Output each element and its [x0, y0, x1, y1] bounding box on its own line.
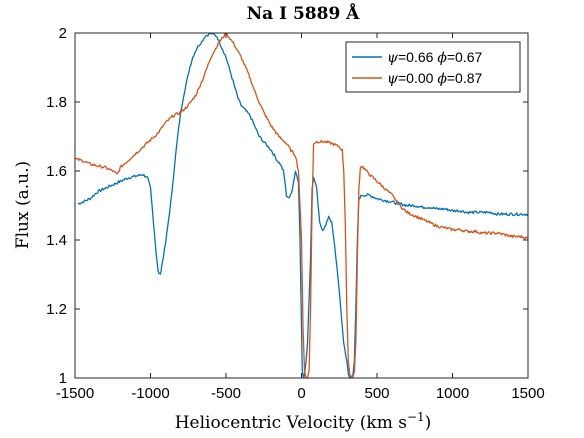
y-tick-label: 2	[59, 25, 67, 42]
y-tick-label: 1	[59, 370, 67, 387]
series-group	[74, 32, 529, 379]
legend-phi-value-1: =0.67	[447, 49, 483, 65]
y-tick-label: 1.8	[46, 94, 67, 111]
y-axis-label: Flux (a.u.)	[13, 161, 33, 249]
legend-psi-symbol-2: ψ	[387, 71, 399, 87]
x-tick-label: 1500	[511, 385, 544, 402]
x-axis-label-main: Heliocentric Velocity (km s	[175, 413, 407, 433]
x-tick-label: 1000	[436, 385, 469, 402]
legend-psi-value-2: =0.00	[398, 70, 437, 86]
y-axis-ticks: 1 1.2 1.4 1.6 1.8 2	[46, 25, 528, 387]
x-tick-label: 500	[364, 385, 389, 402]
x-axis-label-superscript: −1	[407, 410, 425, 424]
series-line-2	[74, 32, 529, 379]
legend-psi-symbol-1: ψ	[387, 50, 399, 66]
legend: ψ=0.66 ϕ=0.67 ψ=0.00 ϕ=0.87	[345, 41, 521, 93]
legend-phi-symbol-2: ϕ	[437, 71, 447, 87]
chart-title: Na I 5889 Å	[247, 2, 361, 24]
x-axis-ticks: -1500 -1000 -500 0 500 1000 1500	[56, 33, 545, 402]
y-tick-label: 1.6	[46, 163, 67, 180]
x-axis-label-end: )	[425, 413, 432, 433]
legend-phi-value-2: =0.87	[447, 70, 483, 86]
legend-phi-symbol-1: ϕ	[437, 50, 447, 66]
x-tick-label: -500	[211, 385, 241, 402]
legend-psi-value-1: =0.66	[398, 49, 437, 65]
x-tick-label: 0	[297, 385, 305, 402]
legend-entry-series-2: ψ=0.00 ϕ=0.87	[387, 70, 482, 87]
series-line-1	[77, 32, 529, 379]
x-tick-label: -1500	[56, 385, 94, 402]
legend-box	[345, 41, 521, 93]
y-tick-label: 1.4	[46, 232, 67, 249]
x-axis-label: Heliocentric Velocity (km s−1)	[175, 410, 432, 433]
x-tick-label: -1000	[131, 385, 169, 402]
legend-entry-series-1: ψ=0.66 ϕ=0.67	[387, 49, 482, 66]
y-tick-label: 1.2	[46, 301, 67, 318]
